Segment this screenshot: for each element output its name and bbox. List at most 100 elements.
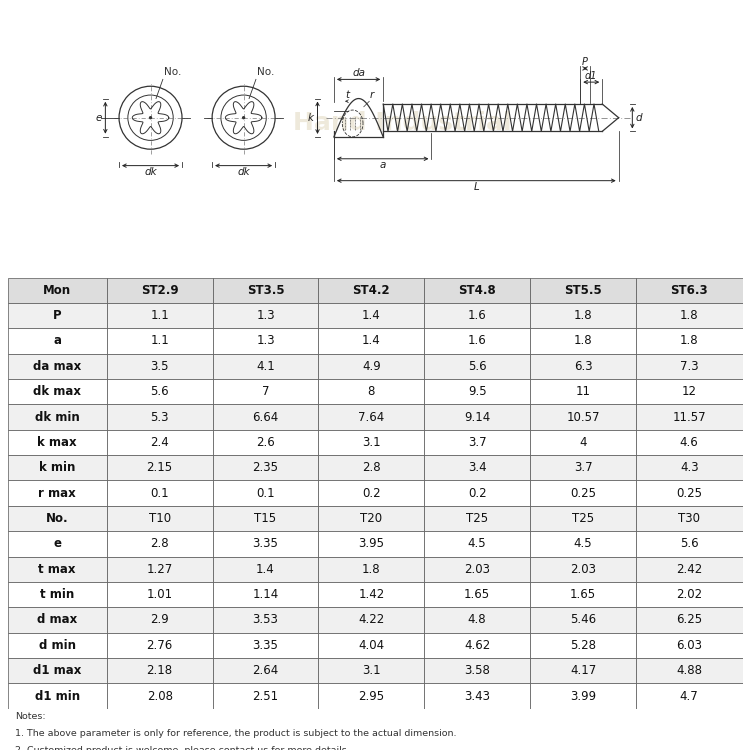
Text: a: a — [380, 160, 386, 170]
Text: 7.3: 7.3 — [680, 360, 698, 373]
Text: 1.3: 1.3 — [256, 309, 274, 322]
Bar — [319, 404, 424, 430]
Text: t max: t max — [38, 562, 76, 576]
Text: 3.43: 3.43 — [464, 689, 490, 703]
Text: 0.25: 0.25 — [570, 487, 596, 500]
Bar — [8, 404, 106, 430]
Text: d1 max: d1 max — [33, 664, 81, 677]
Bar — [212, 353, 319, 379]
Text: 1.4: 1.4 — [362, 309, 381, 322]
Text: 5.28: 5.28 — [570, 639, 596, 652]
Text: Mon: Mon — [43, 284, 71, 297]
Text: 4.17: 4.17 — [570, 664, 596, 677]
Text: 2.4: 2.4 — [150, 436, 169, 449]
Bar — [636, 608, 742, 633]
Bar — [424, 379, 530, 404]
Bar — [212, 379, 319, 404]
Bar — [636, 633, 742, 658]
Bar — [319, 379, 424, 404]
Text: 4.5: 4.5 — [574, 537, 592, 550]
Bar — [424, 608, 530, 633]
Bar — [212, 608, 319, 633]
Bar — [319, 683, 424, 709]
Text: 1.4: 1.4 — [256, 562, 274, 576]
Bar — [319, 608, 424, 633]
Text: 2.03: 2.03 — [464, 562, 490, 576]
Bar — [8, 430, 106, 455]
Bar — [530, 582, 636, 608]
Bar — [8, 633, 106, 658]
Text: dk max: dk max — [33, 386, 81, 398]
Text: e: e — [95, 112, 102, 123]
Bar — [530, 278, 636, 303]
Bar — [424, 455, 530, 481]
Text: 4.88: 4.88 — [676, 664, 702, 677]
Text: T25: T25 — [572, 512, 594, 525]
Bar — [319, 658, 424, 683]
Bar — [530, 556, 636, 582]
Text: ST5.5: ST5.5 — [564, 284, 602, 297]
Text: 11: 11 — [575, 386, 590, 398]
Bar — [212, 633, 319, 658]
Text: k min: k min — [39, 461, 75, 474]
Bar — [106, 278, 212, 303]
Text: t min: t min — [40, 588, 74, 601]
Text: 7.64: 7.64 — [358, 410, 385, 424]
Text: 1.3: 1.3 — [256, 334, 274, 347]
Text: Hand Industrial: Hand Industrial — [293, 111, 512, 135]
Text: 0.1: 0.1 — [150, 487, 169, 500]
Text: 2.95: 2.95 — [358, 689, 385, 703]
Text: T30: T30 — [678, 512, 700, 525]
Text: k: k — [308, 112, 314, 123]
Text: 2. Customized product is welcome, please contact us for more details.: 2. Customized product is welcome, please… — [15, 746, 350, 750]
Text: 3.99: 3.99 — [570, 689, 596, 703]
Text: da max: da max — [33, 360, 81, 373]
Bar — [424, 430, 530, 455]
Bar — [319, 481, 424, 506]
Bar — [106, 303, 212, 328]
Text: 1.1: 1.1 — [150, 309, 169, 322]
Bar — [8, 556, 106, 582]
Bar — [530, 608, 636, 633]
Bar — [319, 582, 424, 608]
Text: 2.76: 2.76 — [146, 639, 172, 652]
Bar — [106, 328, 212, 353]
Text: 1.8: 1.8 — [574, 309, 592, 322]
Bar — [212, 430, 319, 455]
Text: 3.5: 3.5 — [151, 360, 169, 373]
Circle shape — [243, 117, 244, 118]
Bar — [8, 353, 106, 379]
Text: 2.15: 2.15 — [146, 461, 172, 474]
Bar — [530, 481, 636, 506]
Text: 3.1: 3.1 — [362, 436, 381, 449]
Text: No.: No. — [164, 67, 182, 76]
Bar — [106, 531, 212, 556]
Text: 2.18: 2.18 — [146, 664, 172, 677]
Bar — [636, 303, 742, 328]
Text: 9.14: 9.14 — [464, 410, 490, 424]
Text: 2.51: 2.51 — [253, 689, 278, 703]
Bar — [530, 658, 636, 683]
Text: 0.1: 0.1 — [256, 487, 274, 500]
Text: 1.01: 1.01 — [146, 588, 172, 601]
Bar — [636, 379, 742, 404]
Bar — [424, 353, 530, 379]
Bar — [636, 328, 742, 353]
Text: 12: 12 — [682, 386, 697, 398]
Bar — [636, 455, 742, 481]
Text: t: t — [346, 90, 350, 100]
Bar — [424, 278, 530, 303]
Text: dk: dk — [237, 166, 250, 177]
Bar — [212, 506, 319, 531]
Bar — [319, 633, 424, 658]
Text: T25: T25 — [466, 512, 488, 525]
Bar — [636, 506, 742, 531]
Text: 3.7: 3.7 — [574, 461, 592, 474]
Bar — [424, 556, 530, 582]
Bar — [636, 582, 742, 608]
Text: 3.7: 3.7 — [468, 436, 487, 449]
Bar — [424, 582, 530, 608]
Text: 2.03: 2.03 — [570, 562, 596, 576]
Text: dk: dk — [144, 166, 157, 177]
Circle shape — [149, 117, 152, 118]
